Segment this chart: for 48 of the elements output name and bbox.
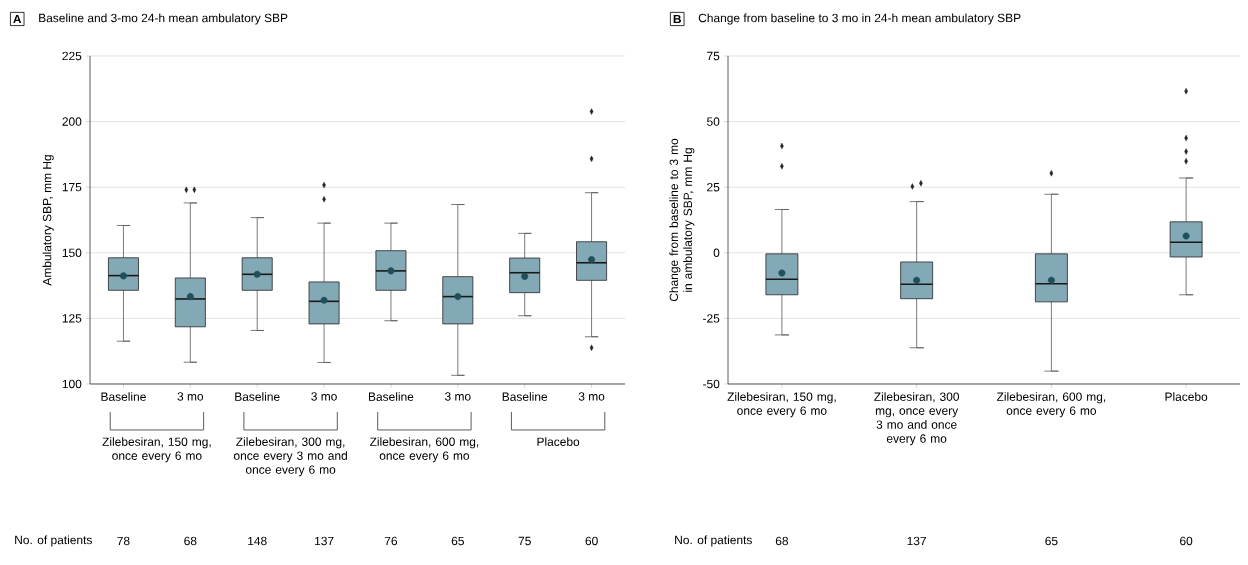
x-tick-label: Baseline [502, 392, 548, 401]
text: No. of patients [15, 535, 92, 547]
x-tick-label: 3 mo [578, 392, 605, 401]
text: 137 [315, 536, 334, 546]
y-tick-label: 50 [707, 117, 720, 126]
y-tick-label: -50 [703, 379, 720, 389]
text: Zilebesiran, 300 mg, once every 3 mo and once every 6 mo [233, 437, 347, 477]
x-tick-label: 3 mo [444, 392, 471, 401]
text: A [13, 14, 22, 24]
chart-title: Baseline and 3-mo 24-h mean ambulatory SBP [39, 13, 288, 25]
text: 137 [907, 536, 926, 546]
text: Zilebesiran, 150 mg, once every 6 mo [102, 437, 211, 463]
y-tick-label: 0 [713, 248, 720, 258]
y-axis-title: Ambulatory SBP, mm Hg [42, 155, 54, 286]
y-tick-label: -25 [703, 314, 720, 323]
x-tick-label: Zilebesiran, 150 mg, once every 6 mo [727, 392, 836, 418]
text: 68 [184, 536, 197, 546]
text: 60 [585, 536, 598, 546]
x-tick-label: Baseline [369, 392, 414, 401]
text: No. of patients [675, 535, 752, 547]
y-tick-label: 100 [62, 379, 82, 389]
x-tick-label: Zilebesiran, 300 mg, once every 3 mo and once every 6 mo [874, 392, 960, 446]
text: 65 [451, 536, 464, 546]
y-tick-label: 225 [62, 51, 82, 61]
y-tick-label: 175 [62, 183, 82, 192]
x-tick-label: Placebo [1165, 392, 1208, 401]
chart-title: Change from baseline to 3 mo in 24-h mean ambulatory SBP [698, 13, 1021, 25]
text: 65 [1045, 536, 1058, 546]
x-tick-label: Baseline [235, 392, 280, 401]
y-tick-label: 75 [707, 51, 720, 61]
text: Zilebesiran, 600 mg, once every 6 mo [369, 437, 479, 463]
text: Placebo [537, 437, 580, 446]
y-axis-title: Change from baseline to 3 mo in ambulatory SBP, mm Hg [669, 138, 695, 302]
text: 78 [117, 536, 130, 546]
y-tick-label: 25 [707, 182, 720, 192]
text: 60 [1180, 536, 1193, 546]
y-tick-label: 200 [62, 117, 82, 126]
y-tick-label: 150 [62, 248, 82, 258]
text: 75 [518, 536, 531, 546]
text: B [673, 14, 681, 24]
text: 68 [775, 536, 789, 546]
x-tick-label: 3 mo [311, 392, 337, 401]
text: 76 [384, 536, 398, 546]
text: 148 [248, 536, 267, 546]
x-tick-label: 3 mo [177, 392, 204, 401]
y-tick-label: 125 [62, 314, 82, 323]
x-tick-label: Baseline [101, 392, 146, 401]
x-tick-label: Zilebesiran, 600 mg, once every 6 mo [996, 392, 1106, 418]
